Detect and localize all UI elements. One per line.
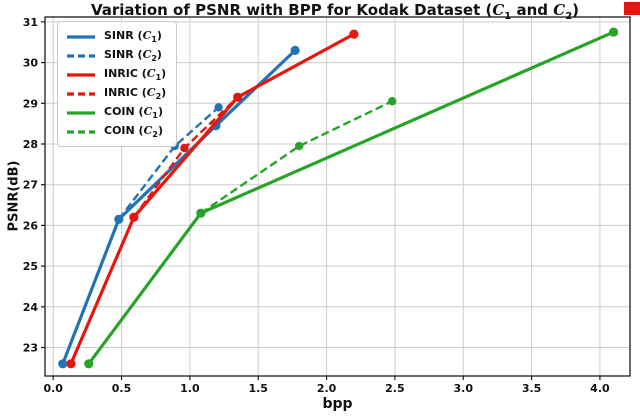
legend-item-coin-c1: COIN (C1) bbox=[66, 103, 166, 122]
y-tick-label: 26 bbox=[23, 219, 39, 232]
x-tick-label: 3.0 bbox=[453, 382, 473, 395]
y-tick-label: 28 bbox=[23, 138, 38, 151]
y-tick-label: 25 bbox=[23, 260, 38, 273]
legend-label-inric-c2: INRIC (C2) bbox=[104, 85, 167, 102]
data-point-sinr-c1 bbox=[58, 359, 68, 369]
y-tick-label: 24 bbox=[23, 301, 39, 314]
data-point-coin-c1 bbox=[84, 359, 94, 369]
data-point-sinr-c1 bbox=[290, 45, 300, 55]
corner-marker bbox=[624, 2, 640, 15]
x-axis-label: bpp bbox=[322, 396, 353, 412]
data-point-coin-c2 bbox=[387, 97, 397, 106]
legend-swatch-sinr-c1 bbox=[67, 34, 95, 39]
data-point-sinr-c2 bbox=[214, 103, 223, 112]
data-point-coin-c1 bbox=[608, 27, 619, 37]
y-tick-label: 30 bbox=[23, 57, 39, 70]
legend-label-inric-c1: INRIC (C1) bbox=[104, 66, 167, 83]
legend-label-coin-c2: COIN (C2) bbox=[104, 123, 163, 140]
legend-label-sinr-c1: SINR (C1) bbox=[104, 28, 162, 45]
legend-swatch-inric-c1 bbox=[67, 72, 95, 77]
y-tick-label: 23 bbox=[23, 342, 38, 355]
data-point-coin-c2 bbox=[196, 208, 206, 218]
y-tick-label: 27 bbox=[23, 179, 38, 192]
x-tick-label: 2.0 bbox=[317, 382, 337, 395]
legend-label-coin-c1: COIN (C1) bbox=[104, 104, 163, 121]
y-tick-label: 31 bbox=[23, 16, 38, 29]
data-point-inric-c2 bbox=[233, 92, 242, 102]
legend-item-coin-c2: COIN (C2) bbox=[66, 122, 166, 141]
legend-item-sinr-c1: SINR (C1) bbox=[66, 27, 166, 46]
x-tick-label: 0.5 bbox=[112, 382, 132, 395]
legend-swatch-sinr-c2 bbox=[67, 53, 95, 58]
data-point-sinr-c2 bbox=[114, 215, 124, 224]
x-tick-label: 0.0 bbox=[43, 382, 63, 395]
data-point-inric-c2 bbox=[129, 213, 139, 222]
legend-swatch-coin-c1 bbox=[67, 110, 95, 115]
data-point-inric-c1 bbox=[66, 359, 76, 369]
legend-item-sinr-c2: SINR (C2) bbox=[66, 46, 166, 65]
x-tick-label: 3.5 bbox=[522, 382, 542, 395]
series-line-coin-c2 bbox=[200, 100, 393, 215]
x-tick-label: 1.5 bbox=[248, 382, 268, 395]
legend-swatch-inric-c2 bbox=[67, 91, 95, 96]
data-point-inric-c1 bbox=[349, 29, 359, 39]
plot-frame bbox=[44, 16, 631, 377]
x-tick-label: 2.5 bbox=[385, 382, 405, 395]
legend-label-sinr-c2: SINR (C2) bbox=[104, 47, 162, 64]
data-point-inric-c2 bbox=[180, 143, 189, 153]
legend-item-inric-c2: INRIC (C2) bbox=[66, 84, 166, 103]
series-line-sinr-c2 bbox=[117, 106, 220, 221]
legend-swatch-coin-c2 bbox=[67, 129, 95, 134]
legend-item-inric-c1: INRIC (C1) bbox=[66, 65, 166, 84]
legend: SINR (C1) SINR (C2) INRIC (C1) INRIC (C2) CO… bbox=[57, 21, 178, 147]
x-tick-label: 1.0 bbox=[180, 382, 200, 395]
series-line-inric-c1 bbox=[69, 32, 355, 365]
y-tick-label: 29 bbox=[23, 97, 38, 110]
data-point-coin-c2 bbox=[295, 141, 304, 151]
x-tick-label: 4.0 bbox=[590, 382, 610, 395]
y-axis-label: PSNR(dB) bbox=[6, 160, 22, 232]
